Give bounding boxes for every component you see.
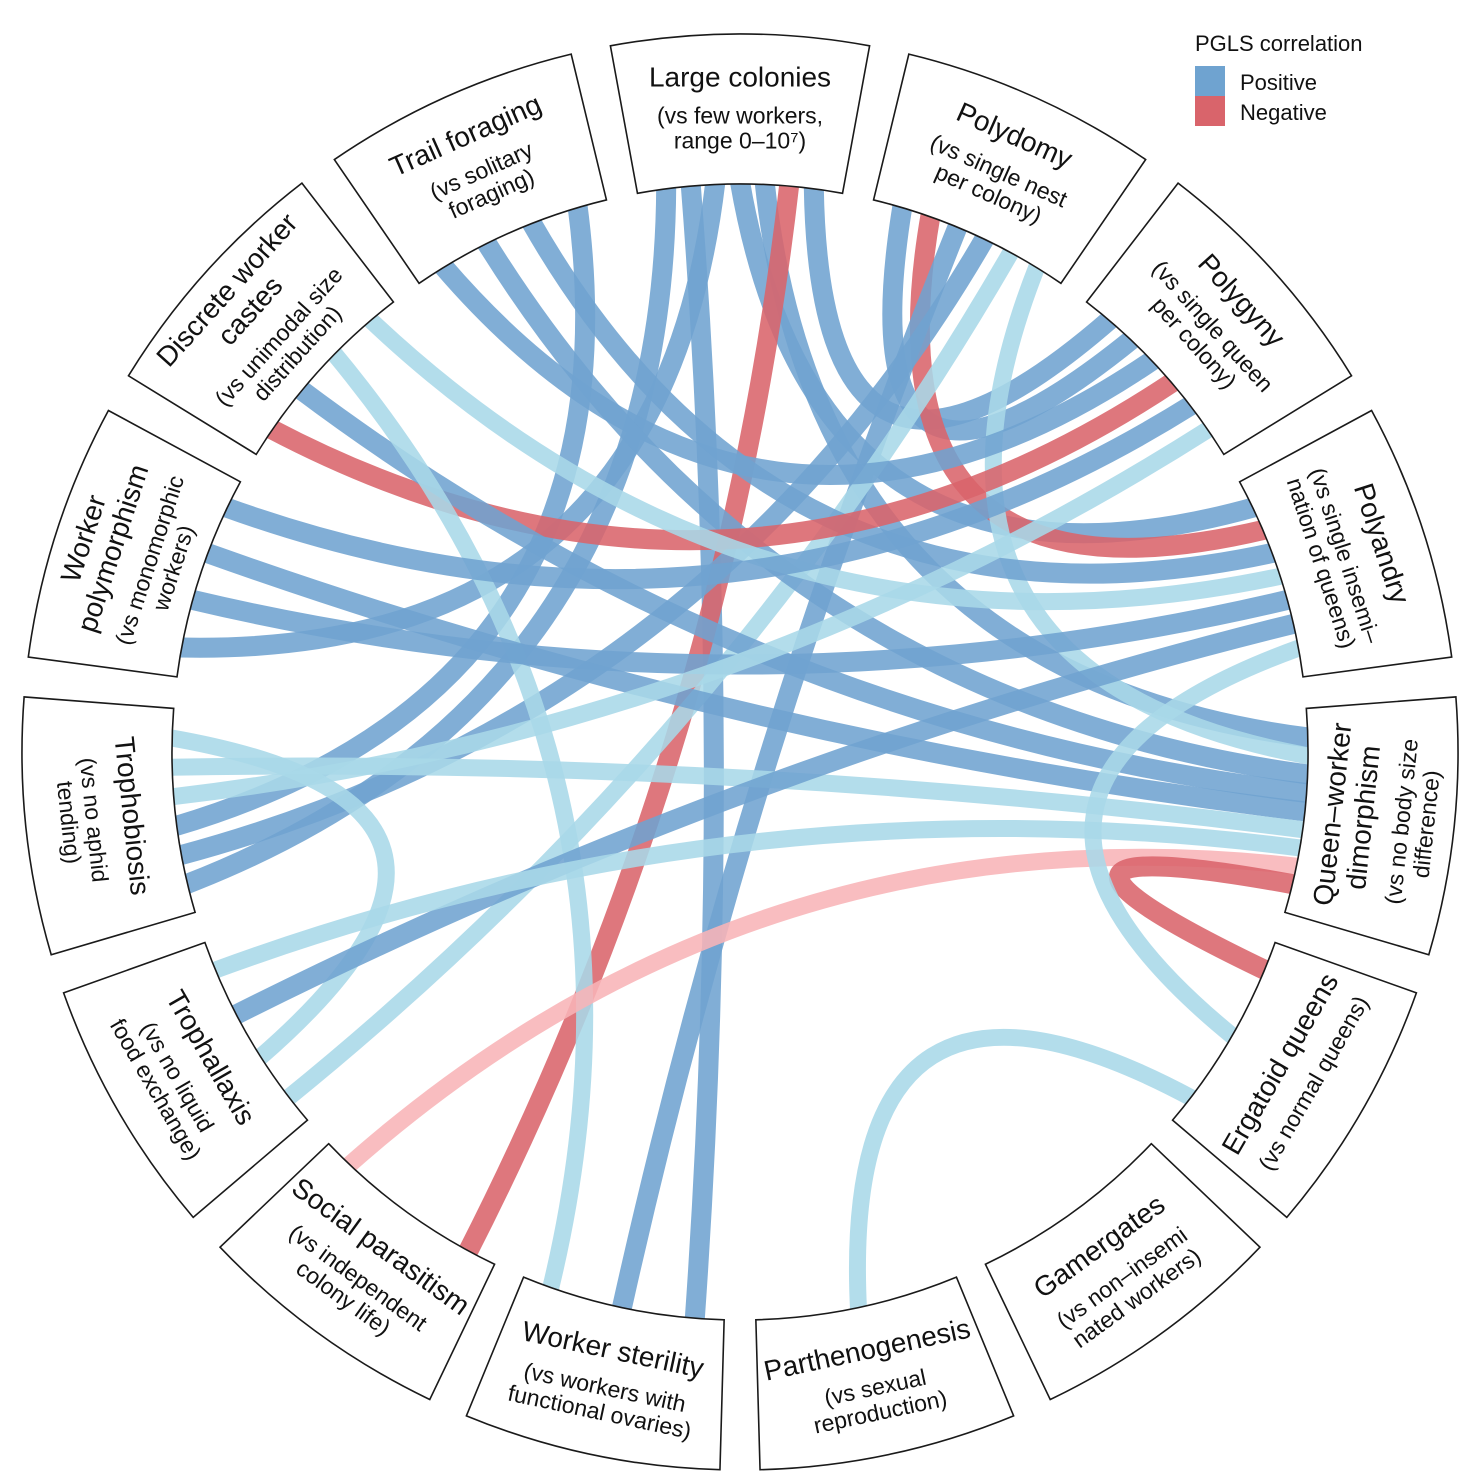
sector-box: [62, 941, 309, 1219]
sector-box: [218, 1142, 496, 1401]
sector-box: [1171, 941, 1418, 1219]
sector-ergatoid-queens: Ergatoid queens(vs normal queens): [1171, 941, 1418, 1219]
legend-label-positive: Positive: [1240, 70, 1317, 95]
ribbon-ergatoid-queens-polyandry: [1084, 639, 1304, 1044]
ribbon-trail-foraging-polygyny: [435, 259, 1160, 485]
ribbon-large-colonies-trophobiosis: [181, 186, 677, 894]
legend-title: PGLS correlation: [1195, 31, 1363, 56]
sector-box: [1085, 182, 1353, 456]
ribbon-trophobiosis-queen-worker-dimorphism: [170, 757, 1306, 839]
ribbon-discrete-worker-castes-worker-sterility: [326, 347, 594, 1292]
ribbon-parthenogenesis-ergatoid-queens: [849, 1028, 1197, 1310]
sector-box: [1283, 696, 1459, 956]
sector-box: [333, 53, 608, 285]
sector-box: [755, 1276, 1015, 1471]
ribbon-trophallaxis-polyandry: [230, 613, 1298, 1025]
sector-label: Large colonies (vs few workers,range 0–10…: [649, 62, 831, 154]
ribbon-worker-polymorphism-queen-worker-dimorphism: [202, 543, 1309, 822]
ribbon-trophobiosis-trophallaxis: [168, 729, 395, 1065]
sector-polyandry: Polyandry(vs single insemi–nation of que…: [1238, 409, 1453, 678]
sector-box: [609, 33, 871, 195]
ribbon-polydomy-trophobiosis: [176, 232, 994, 866]
ribbon-worker-polymorphism-polygyny: [221, 396, 1198, 590]
sector-box: [465, 1276, 725, 1471]
chord-ribbons: [168, 180, 1312, 1321]
sector-box: [21, 696, 197, 956]
sector-box: [27, 409, 242, 678]
sector-subtitle: (vs few workers,: [657, 103, 823, 129]
legend-swatch-negative: [1195, 96, 1225, 126]
sector-large-colonies: Large colonies (vs few workers,range 0–10…: [609, 33, 871, 195]
sector-box: [127, 182, 395, 456]
sector-title: Large colonies: [649, 62, 831, 93]
sector-box: [1238, 409, 1453, 678]
ribbon-large-colonies-worker-sterility: [680, 183, 724, 1321]
sector-worker-sterility: Worker sterility(vs workers withfunction…: [465, 1276, 725, 1471]
sector-box: [872, 53, 1147, 285]
legend-swatch-positive: [1195, 66, 1225, 96]
legend: PGLS correlation Positive Negative: [1195, 31, 1363, 126]
ribbon-trophallaxis-queen-worker-dimorphism: [210, 819, 1303, 979]
sector-subtitle: range 0–10⁷): [674, 128, 806, 154]
ribbon-queen-worker-dimorphism-ergatoid-queens: [1109, 856, 1297, 980]
legend-label-negative: Negative: [1240, 100, 1327, 125]
sector-box: [984, 1142, 1262, 1401]
